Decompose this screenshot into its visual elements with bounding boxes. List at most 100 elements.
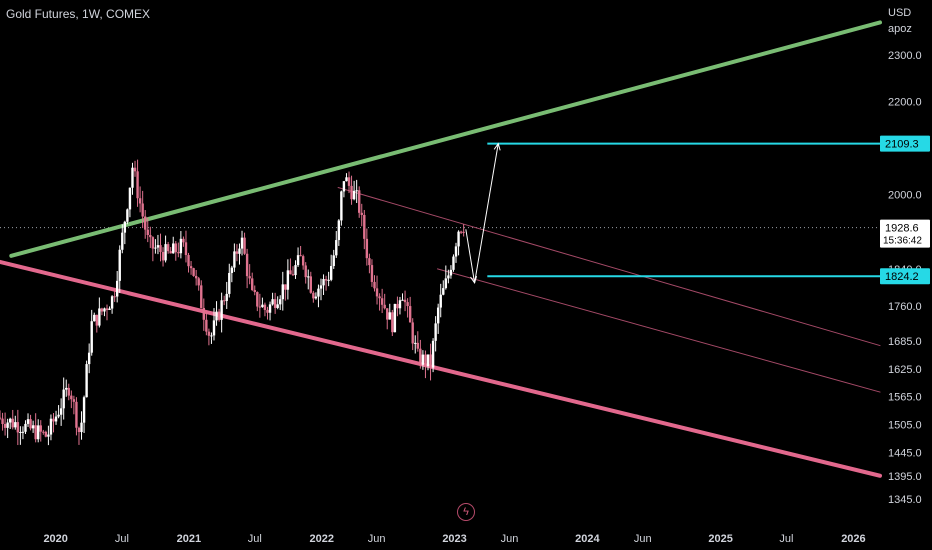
candle-body: [179, 238, 183, 254]
candle-body: [370, 265, 374, 282]
x-tick-label: Jun: [501, 533, 519, 545]
candle-body: [454, 246, 458, 257]
candle-body: [449, 269, 453, 276]
candle-body: [401, 299, 404, 301]
candle-body: [421, 354, 425, 365]
candle-body: [105, 308, 109, 311]
candle-body: [6, 422, 9, 428]
candle-body: [59, 408, 63, 415]
candle-body: [424, 354, 427, 367]
candle-body: [462, 231, 465, 233]
candle-body: [291, 274, 295, 276]
candle-body: [29, 419, 32, 429]
candle-body: [174, 243, 177, 253]
candle-body: [210, 335, 213, 337]
candle-body: [251, 278, 254, 290]
candle-body: [14, 422, 17, 428]
candle-body: [337, 220, 341, 241]
candle-body: [301, 256, 305, 266]
candle-body: [42, 431, 45, 433]
candle-body: [296, 255, 300, 266]
candle-body: [263, 304, 267, 310]
candle-body: [62, 389, 65, 409]
candle-body: [386, 308, 389, 320]
projection-arrow: [465, 229, 476, 283]
candle-body: [271, 299, 274, 305]
candle-body: [383, 304, 386, 309]
candle-body: [273, 299, 277, 308]
candle-body: [118, 249, 121, 281]
candle-body: [444, 278, 448, 289]
candle-body: [230, 267, 234, 273]
candle-body: [194, 275, 198, 279]
x-tick-label: Jul: [115, 533, 129, 545]
current-price-badge: 1928.6: [885, 223, 919, 235]
x-tick-label: 2022: [309, 533, 333, 545]
candle-body: [90, 321, 93, 353]
target-lower-badge-bg: [880, 268, 930, 285]
candle-body: [347, 177, 351, 186]
candle-body: [108, 308, 111, 311]
candle-body: [161, 251, 165, 261]
candle-body: [380, 298, 384, 305]
candle-body: [113, 296, 116, 298]
candle-body: [414, 342, 417, 344]
candle-body: [205, 319, 208, 332]
y-tick-label: 1345.0: [888, 494, 922, 506]
candle-body: [307, 276, 310, 278]
candle-body: [217, 311, 221, 320]
candle-body: [47, 434, 50, 437]
candle-body: [322, 279, 325, 286]
candle-body: [115, 280, 119, 297]
candle-body: [324, 279, 328, 281]
candle-body: [245, 253, 249, 277]
candle-body: [235, 251, 239, 254]
y-tick-label: 2200.0: [888, 96, 922, 108]
price-axis[interactable]: 2300.02200.02000.01840.01760.01685.01625…: [888, 50, 922, 506]
candle-body: [172, 243, 175, 254]
candle-body: [439, 294, 442, 308]
candle-body: [0, 417, 2, 419]
candle-body: [225, 293, 228, 301]
candle-body: [411, 322, 414, 344]
time-axis[interactable]: 2020 Jul 2021 Jul 2022 Jun 2023 Jun 2024 Jun 2025 J…: [43, 533, 865, 545]
candle-body: [238, 248, 241, 254]
x-tick-label: Jul: [779, 533, 793, 545]
target-upper-badge-bg: [880, 135, 930, 152]
candle-body: [222, 300, 226, 302]
candle-body: [314, 296, 318, 299]
candle-body: [228, 272, 231, 294]
candle-body: [126, 209, 129, 222]
candle-body: [156, 245, 160, 248]
candle-body: [378, 296, 381, 299]
candle-body: [266, 309, 269, 313]
candle-body: [21, 431, 25, 433]
currency-label[interactable]: USD: [888, 7, 912, 19]
candle-body: [177, 252, 180, 254]
candle-body: [207, 331, 211, 336]
candle-body: [391, 312, 394, 333]
candle-body: [317, 288, 320, 297]
symbol-title[interactable]: Gold Futures, 1W, COMEX: [6, 7, 151, 21]
candle-body: [52, 418, 55, 422]
candle-body: [70, 395, 73, 400]
candle-body: [149, 235, 152, 238]
candle-body: [202, 307, 206, 320]
candle-body: [452, 256, 455, 270]
candle-body: [416, 342, 419, 349]
candle-body: [332, 255, 335, 267]
x-tick-label: 2020: [43, 533, 67, 545]
x-tick-label: 2023: [442, 533, 466, 545]
arrowhead-icon: [493, 142, 501, 151]
candle-body: [459, 231, 463, 233]
candle-body: [98, 308, 101, 326]
candle-body: [442, 288, 445, 295]
lightning-icon[interactable]: ϟ: [457, 503, 475, 521]
x-tick-label: 2024: [575, 533, 600, 545]
candle-body: [100, 308, 104, 312]
candle-body: [309, 276, 313, 293]
candle-body: [360, 212, 363, 215]
candle-body: [154, 247, 157, 249]
candle-body: [123, 221, 127, 233]
